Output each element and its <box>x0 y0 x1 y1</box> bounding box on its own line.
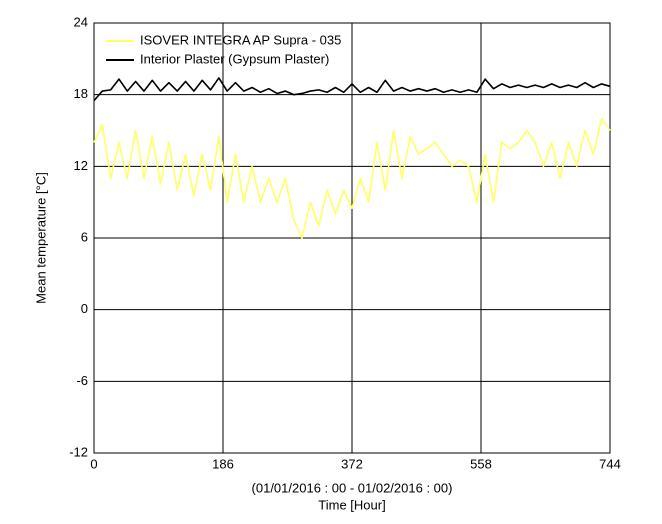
x-tick-label: 558 <box>470 456 492 471</box>
x-tick-label: 0 <box>90 456 97 471</box>
y-tick-label: 6 <box>81 229 88 244</box>
series-line <box>93 77 611 102</box>
plot-frame <box>93 22 611 454</box>
y-tick-label: 18 <box>74 86 88 101</box>
legend-label: ISOVER INTEGRA AP Supra - 035 <box>140 32 341 47</box>
legend-label: Interior Plaster (Gypsum Plaster) <box>140 51 329 66</box>
y-tick-label: 12 <box>74 158 88 173</box>
x-axis-label: Time [Hour] <box>318 497 385 512</box>
y-tick-label: -6 <box>76 373 88 388</box>
x-tick-label: 744 <box>599 456 621 471</box>
x-tick-label: 372 <box>341 456 363 471</box>
y-tick-label: 24 <box>74 14 88 29</box>
x-tick-label: 186 <box>212 456 234 471</box>
y-tick-label: 0 <box>81 301 88 316</box>
y-axis-label: Mean temperature [°C] <box>33 172 48 304</box>
x-axis-note: (01/01/2016 : 00 - 01/02/2016 : 00) <box>252 480 453 495</box>
y-tick-label: -12 <box>69 444 88 459</box>
series-line <box>93 117 611 239</box>
